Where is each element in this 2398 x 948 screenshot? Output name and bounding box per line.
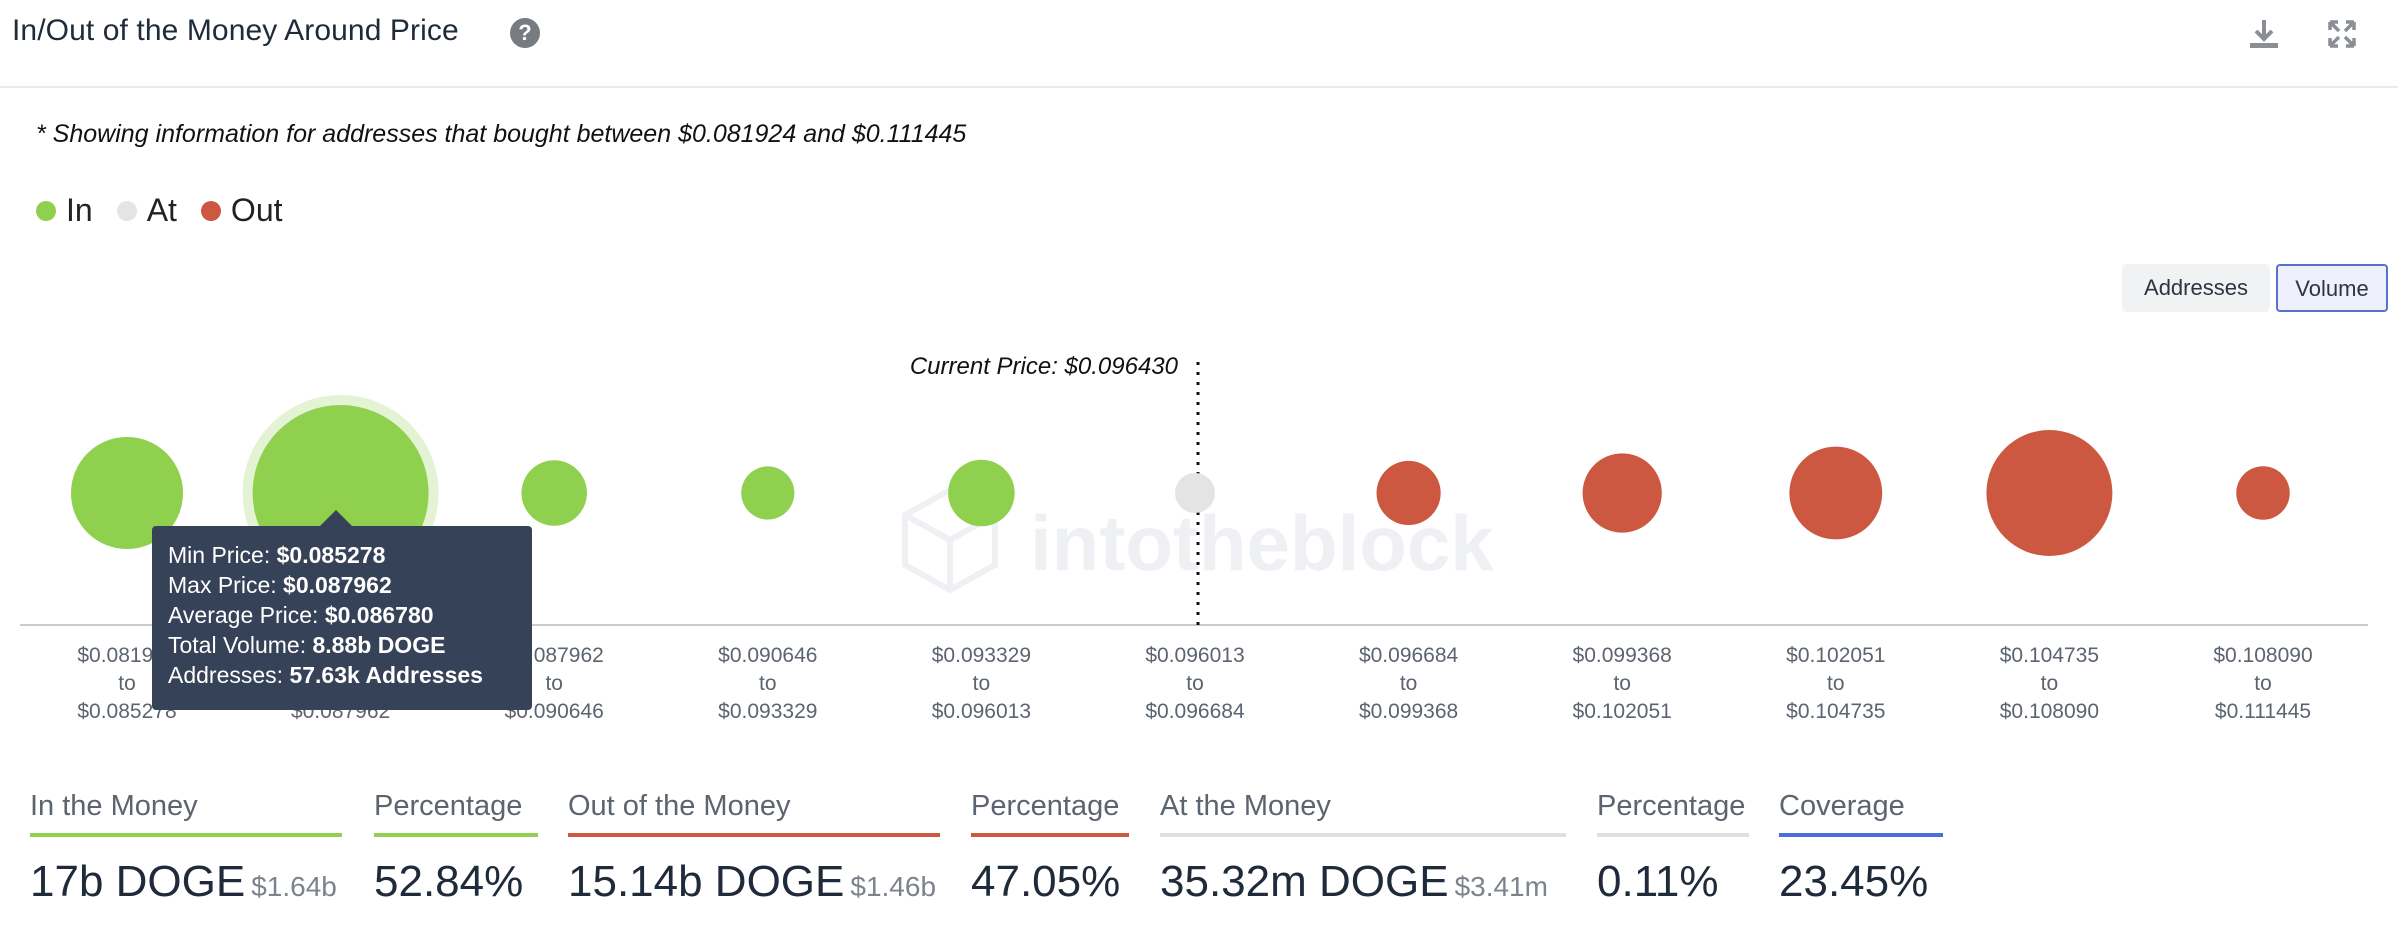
- stat-in-the-money: In the Money 17b DOGE $1.64b: [30, 790, 342, 907]
- tick-label-to-word: to: [973, 672, 991, 695]
- download-icon[interactable]: [2244, 14, 2284, 54]
- tick-label-from: $0.104735: [2000, 644, 2099, 667]
- tick-label-to-word: to: [1827, 672, 1845, 695]
- stat-coverage-value: 23.45%: [1779, 857, 1929, 906]
- at-money-usd: $3.41m: [1454, 871, 1548, 902]
- bubble-out-6: [1376, 460, 1441, 526]
- bubble-in-4: [948, 459, 1015, 527]
- tick-label-to: $0.108090: [2000, 700, 2099, 723]
- tick-label-from: $0.102051: [1786, 644, 1885, 667]
- tick-label-to: $0.096013: [932, 700, 1031, 723]
- stat-in-pct-label: Percentage: [374, 790, 538, 837]
- tick-label-to-word: to: [2041, 672, 2059, 695]
- page-title: In/Out of the Money Around Price: [12, 14, 459, 47]
- tick-label-to-word: to: [1613, 672, 1631, 695]
- tick-label-from: $0.090646: [718, 644, 817, 667]
- tick-label-to-word: to: [1186, 672, 1204, 695]
- tick-label-from: $0.093329: [932, 644, 1031, 667]
- bubble-at-5: [1175, 473, 1215, 513]
- bubble-in-0: [70, 436, 184, 550]
- tooltip-addresses-label: Addresses:: [168, 662, 284, 688]
- stat-at-pct-label: Percentage: [1597, 790, 1749, 837]
- stat-coverage: Coverage 23.45%: [1779, 790, 1943, 907]
- bubble-tooltip: Min Price: $0.085278 Max Price: $0.08796…: [152, 510, 532, 710]
- addresses-toggle-button[interactable]: Addresses: [2122, 264, 2270, 312]
- card-header: In/Out of the Money Around Price ?: [0, 0, 2398, 88]
- tooltip-max-value: $0.087962: [283, 572, 392, 598]
- expand-icon[interactable]: [2322, 14, 2362, 54]
- tick-label-to: $0.104735: [1786, 700, 1885, 723]
- tooltip-min-row: Min Price: $0.085278: [168, 540, 516, 570]
- stat-at-pct-value: 0.11%: [1597, 857, 1719, 906]
- tick-label-from: $0.096684: [1359, 644, 1459, 667]
- current-price-label: Current Price: $0.096430: [910, 353, 1179, 380]
- chart-legend: In At Out: [36, 192, 307, 229]
- tooltip-max-row: Max Price: $0.087962: [168, 570, 516, 600]
- tooltip-addresses-value: 57.63k Addresses: [289, 662, 483, 688]
- legend-label-out: Out: [230, 192, 283, 228]
- legend-dot-in: [36, 200, 56, 221]
- legend-item-at[interactable]: At: [116, 192, 177, 229]
- tick-label-to: $0.085278: [77, 700, 176, 723]
- tooltip-volume-row: Total Volume: 8.88b DOGE: [168, 630, 516, 660]
- tick-label-to-word: to: [2254, 672, 2272, 695]
- range-note: * Showing information for addresses that…: [36, 120, 967, 148]
- legend-label-at: At: [146, 192, 177, 228]
- tooltip-avg-row: Average Price: $0.086780: [168, 600, 516, 630]
- bubble-out-9: [1986, 430, 2113, 556]
- stat-at-money-label: At the Money: [1160, 790, 1566, 837]
- stat-out-pct-value: 47.05%: [971, 857, 1121, 906]
- bubble-in-2: [521, 460, 587, 526]
- stat-at-the-money: At the Money 35.32m DOGE $3.41m: [1160, 790, 1566, 907]
- legend-dot-out: [200, 200, 221, 221]
- out-money-usd: $1.46b: [850, 871, 937, 902]
- tick-label-from: $0.108090: [2213, 644, 2312, 667]
- at-money-volume: 35.32m DOGE: [1160, 857, 1449, 906]
- tooltip-addresses-row: Addresses: 57.63k Addresses: [168, 660, 516, 690]
- tick-label-to: $0.111445: [2215, 700, 2311, 723]
- tick-label-to-word: to: [118, 672, 136, 695]
- tick-label-to-word: to: [759, 672, 777, 695]
- stat-in-money-label: In the Money: [30, 790, 342, 837]
- stat-at-percentage: Percentage 0.11%: [1597, 790, 1749, 907]
- stat-out-money-value: 15.14b DOGE $1.46b: [568, 857, 940, 907]
- tooltip-max-label: Max Price:: [168, 572, 277, 598]
- tooltip-min-value: $0.085278: [276, 542, 386, 568]
- tick-label-from: $0.096013: [1145, 644, 1244, 667]
- tick-label-to-word: to: [545, 672, 563, 695]
- stat-out-money-label: Out of the Money: [568, 790, 940, 837]
- bubble-out-8: [1789, 446, 1883, 540]
- in-money-volume: 17b DOGE: [30, 857, 246, 906]
- stat-out-of-the-money: Out of the Money 15.14b DOGE $1.46b: [568, 790, 940, 907]
- tick-label-to-word: to: [1400, 672, 1418, 695]
- tooltip-volume-label: Total Volume:: [168, 632, 307, 658]
- stat-out-pct-label: Percentage: [971, 790, 1129, 837]
- legend-label-in: In: [66, 192, 93, 228]
- tick-label-to: $0.102051: [1573, 700, 1672, 723]
- bubble-in-3: [741, 466, 795, 520]
- legend-dot-at: [116, 200, 137, 221]
- stat-at-money-value: 35.32m DOGE $3.41m: [1160, 857, 1566, 907]
- tick-label-to: $0.096684: [1145, 700, 1245, 723]
- tick-label-to: $0.093329: [718, 700, 817, 723]
- legend-item-in[interactable]: In: [36, 192, 93, 229]
- volume-toggle-button[interactable]: Volume: [2276, 264, 2388, 312]
- bubble-out-7: [1582, 453, 1662, 533]
- stat-out-percentage: Percentage 47.05%: [971, 790, 1129, 907]
- question-circle-icon[interactable]: ?: [510, 18, 540, 48]
- tick-label-from: $0.099368: [1573, 644, 1672, 667]
- stat-in-pct-value: 52.84%: [374, 857, 524, 906]
- tooltip-volume-value: 8.88b DOGE: [312, 632, 446, 658]
- in-money-usd: $1.64b: [251, 871, 337, 902]
- tooltip-avg-value: $0.086780: [324, 602, 434, 628]
- tooltip-min-label: Min Price:: [168, 542, 271, 568]
- out-money-volume: 15.14b DOGE: [568, 857, 845, 906]
- stat-coverage-label: Coverage: [1779, 790, 1943, 837]
- tick-label-to: $0.099368: [1359, 700, 1458, 723]
- bubble-out-10: [2236, 466, 2290, 520]
- stat-in-money-value: 17b DOGE $1.64b: [30, 857, 342, 907]
- tooltip-avg-label: Average Price:: [168, 602, 319, 628]
- legend-item-out[interactable]: Out: [200, 192, 283, 229]
- stat-in-percentage: Percentage 52.84%: [374, 790, 538, 907]
